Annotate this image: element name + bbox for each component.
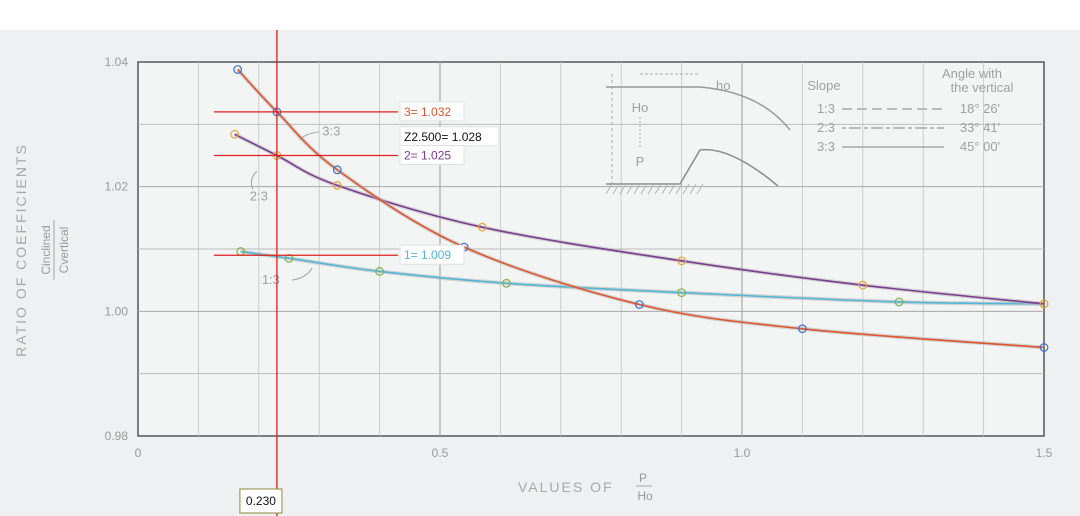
- data-point: [230, 129, 240, 139]
- data-point: [502, 278, 511, 288]
- curve-label: 2:3: [250, 188, 268, 203]
- data-point: [375, 267, 385, 276]
- data-point: [233, 65, 243, 74]
- inset-hatch: [696, 183, 704, 195]
- inset-Ho-label: Ho: [632, 100, 649, 115]
- inset-P-label: P: [636, 154, 645, 169]
- inset-dam-profile: [606, 148, 779, 187]
- inset-hatch: [682, 183, 690, 195]
- inset-hatch: [633, 183, 641, 195]
- inset-water-surface: [606, 86, 791, 131]
- data-point: [477, 222, 487, 232]
- inset-head-label: ho: [716, 78, 730, 93]
- inset-hatch: [689, 183, 697, 195]
- legend-angle-title-2: the vertical: [951, 80, 1014, 95]
- inset-hatch: [654, 183, 662, 195]
- x-axis-title-denominator: Ho: [637, 489, 653, 503]
- series-line-2-3: [234, 133, 1045, 305]
- legend-angle: 45° 00': [960, 139, 1000, 154]
- series-line-3-3: [237, 68, 1045, 349]
- cursor-x-label: 0.230: [246, 494, 276, 508]
- data-point: [894, 297, 904, 307]
- y-tick-label: 1.02: [105, 180, 129, 194]
- data-point: [1039, 299, 1049, 309]
- data-point: [332, 181, 342, 190]
- inset-hatch: [668, 183, 676, 195]
- cursor-readout-label: 2= 1.025: [404, 149, 451, 163]
- y-tick-label: 0.98: [105, 429, 129, 443]
- inset-hatch: [605, 183, 613, 195]
- cursor-readout-label: Z2.500= 1.028: [404, 130, 482, 144]
- data-point: [798, 324, 807, 334]
- y-axis-title: RATIO OF COEFFICIENTS: [13, 143, 29, 357]
- y-axis-title-denominator: Cvertical: [57, 227, 71, 274]
- data-point: [332, 165, 342, 175]
- cursor-readout-box: [399, 244, 465, 265]
- inset-hatch: [661, 183, 669, 195]
- top-band: [0, 0, 1080, 30]
- y-axis-title-numerator: Cinclined: [39, 225, 53, 274]
- legend-slope: 2:3: [817, 120, 835, 135]
- curve-label: 3:3: [322, 124, 340, 139]
- cursor-x-box: [239, 488, 283, 514]
- cursor-readout-label: 3= 1.032: [404, 105, 451, 119]
- data-point: [677, 288, 686, 298]
- inset-hatch: [619, 183, 627, 195]
- legend-angle-title: Angle with: [942, 66, 1002, 81]
- curve-label-arrow: [250, 170, 258, 190]
- curve-label-arrow: [291, 267, 313, 281]
- x-axis-title: VALUES OF: [518, 479, 614, 495]
- cursor-readout-box: [399, 101, 465, 122]
- data-point: [677, 256, 686, 266]
- inset-hatch: [675, 183, 683, 195]
- x-axis-title-numerator: P: [639, 471, 647, 485]
- inset-hatch: [647, 183, 655, 195]
- y-tick-label: 1.04: [105, 55, 129, 69]
- data-point: [858, 280, 868, 290]
- x-tick-label: 1.0: [734, 446, 751, 460]
- legend-angle: 33° 41': [960, 120, 1000, 135]
- series-line-1-3: [240, 250, 1045, 305]
- inset-hatch: [626, 183, 634, 195]
- legend-slope: 3:3: [817, 139, 835, 154]
- data-point: [634, 300, 644, 309]
- x-tick-label: 0: [135, 446, 142, 460]
- curve-label: 1:3: [262, 272, 280, 287]
- curve-label-arrow: [298, 131, 320, 141]
- cursor-readout-box: [399, 145, 465, 165]
- data-point: [1039, 343, 1049, 352]
- data-point: [284, 253, 294, 263]
- cursor-readout-label: 1= 1.009: [404, 248, 451, 262]
- y-tick-label: 1.00: [105, 304, 129, 318]
- legend-angle: 18° 26': [960, 101, 1000, 116]
- inset-hatch: [612, 183, 620, 195]
- x-tick-label: 1.5: [1036, 446, 1053, 460]
- y-axis-title-group: RATIO OF COEFFICIENTS Cinclined Cvertical: [13, 143, 71, 357]
- x-tick-label: 0.5: [432, 446, 449, 460]
- legend-slope: 1:3: [817, 101, 835, 116]
- legend-slope-title: Slope: [807, 78, 840, 93]
- inset-hatch: [640, 183, 648, 195]
